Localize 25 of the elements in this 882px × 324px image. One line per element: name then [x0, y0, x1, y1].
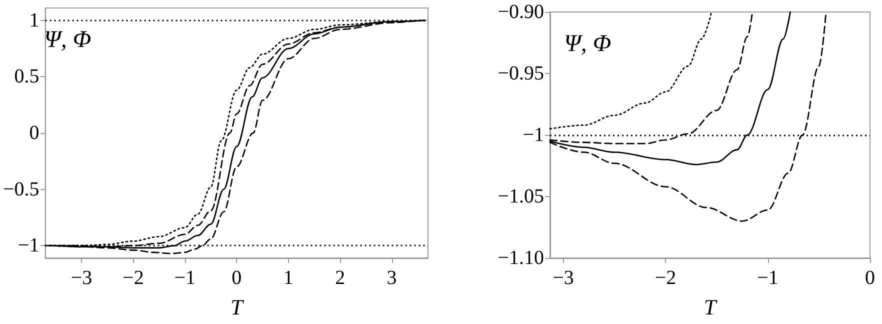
x-tick-label: −2 [122, 267, 144, 289]
x-tick-label: 1 [283, 267, 294, 289]
y-tick-label: −1 [522, 124, 544, 146]
x-tick-label: 0 [865, 267, 875, 289]
x-tick-label: 2 [335, 267, 346, 289]
x-tick-label: −3 [70, 267, 92, 289]
y-tick-label: −1.05 [498, 186, 544, 208]
x-axis-title: T [230, 294, 245, 320]
x-axis-title: T [704, 294, 718, 320]
y-axis-title: Ψ, Φ [44, 27, 92, 53]
x-tick-label: 3 [386, 267, 397, 289]
x-tick-label: 0 [232, 267, 242, 289]
x-tick-label: −1 [757, 267, 778, 289]
y-tick-label: 0 [29, 122, 40, 144]
y-tick-label: −1 [18, 234, 40, 257]
y-tick-label: 1 [29, 9, 40, 32]
y-tick-label: −0.5 [3, 178, 40, 200]
y-tick-label: −1.10 [498, 247, 544, 269]
y-tick-label: −0.90 [498, 1, 544, 23]
y-axis-title: Ψ, Φ [564, 31, 612, 57]
y-tick-label: 0.5 [14, 66, 40, 88]
x-tick-label: −2 [654, 267, 676, 289]
y-tick-label: −0.95 [498, 62, 544, 84]
x-tick-label: −1 [174, 267, 196, 289]
x-tick-label: −3 [552, 267, 574, 289]
